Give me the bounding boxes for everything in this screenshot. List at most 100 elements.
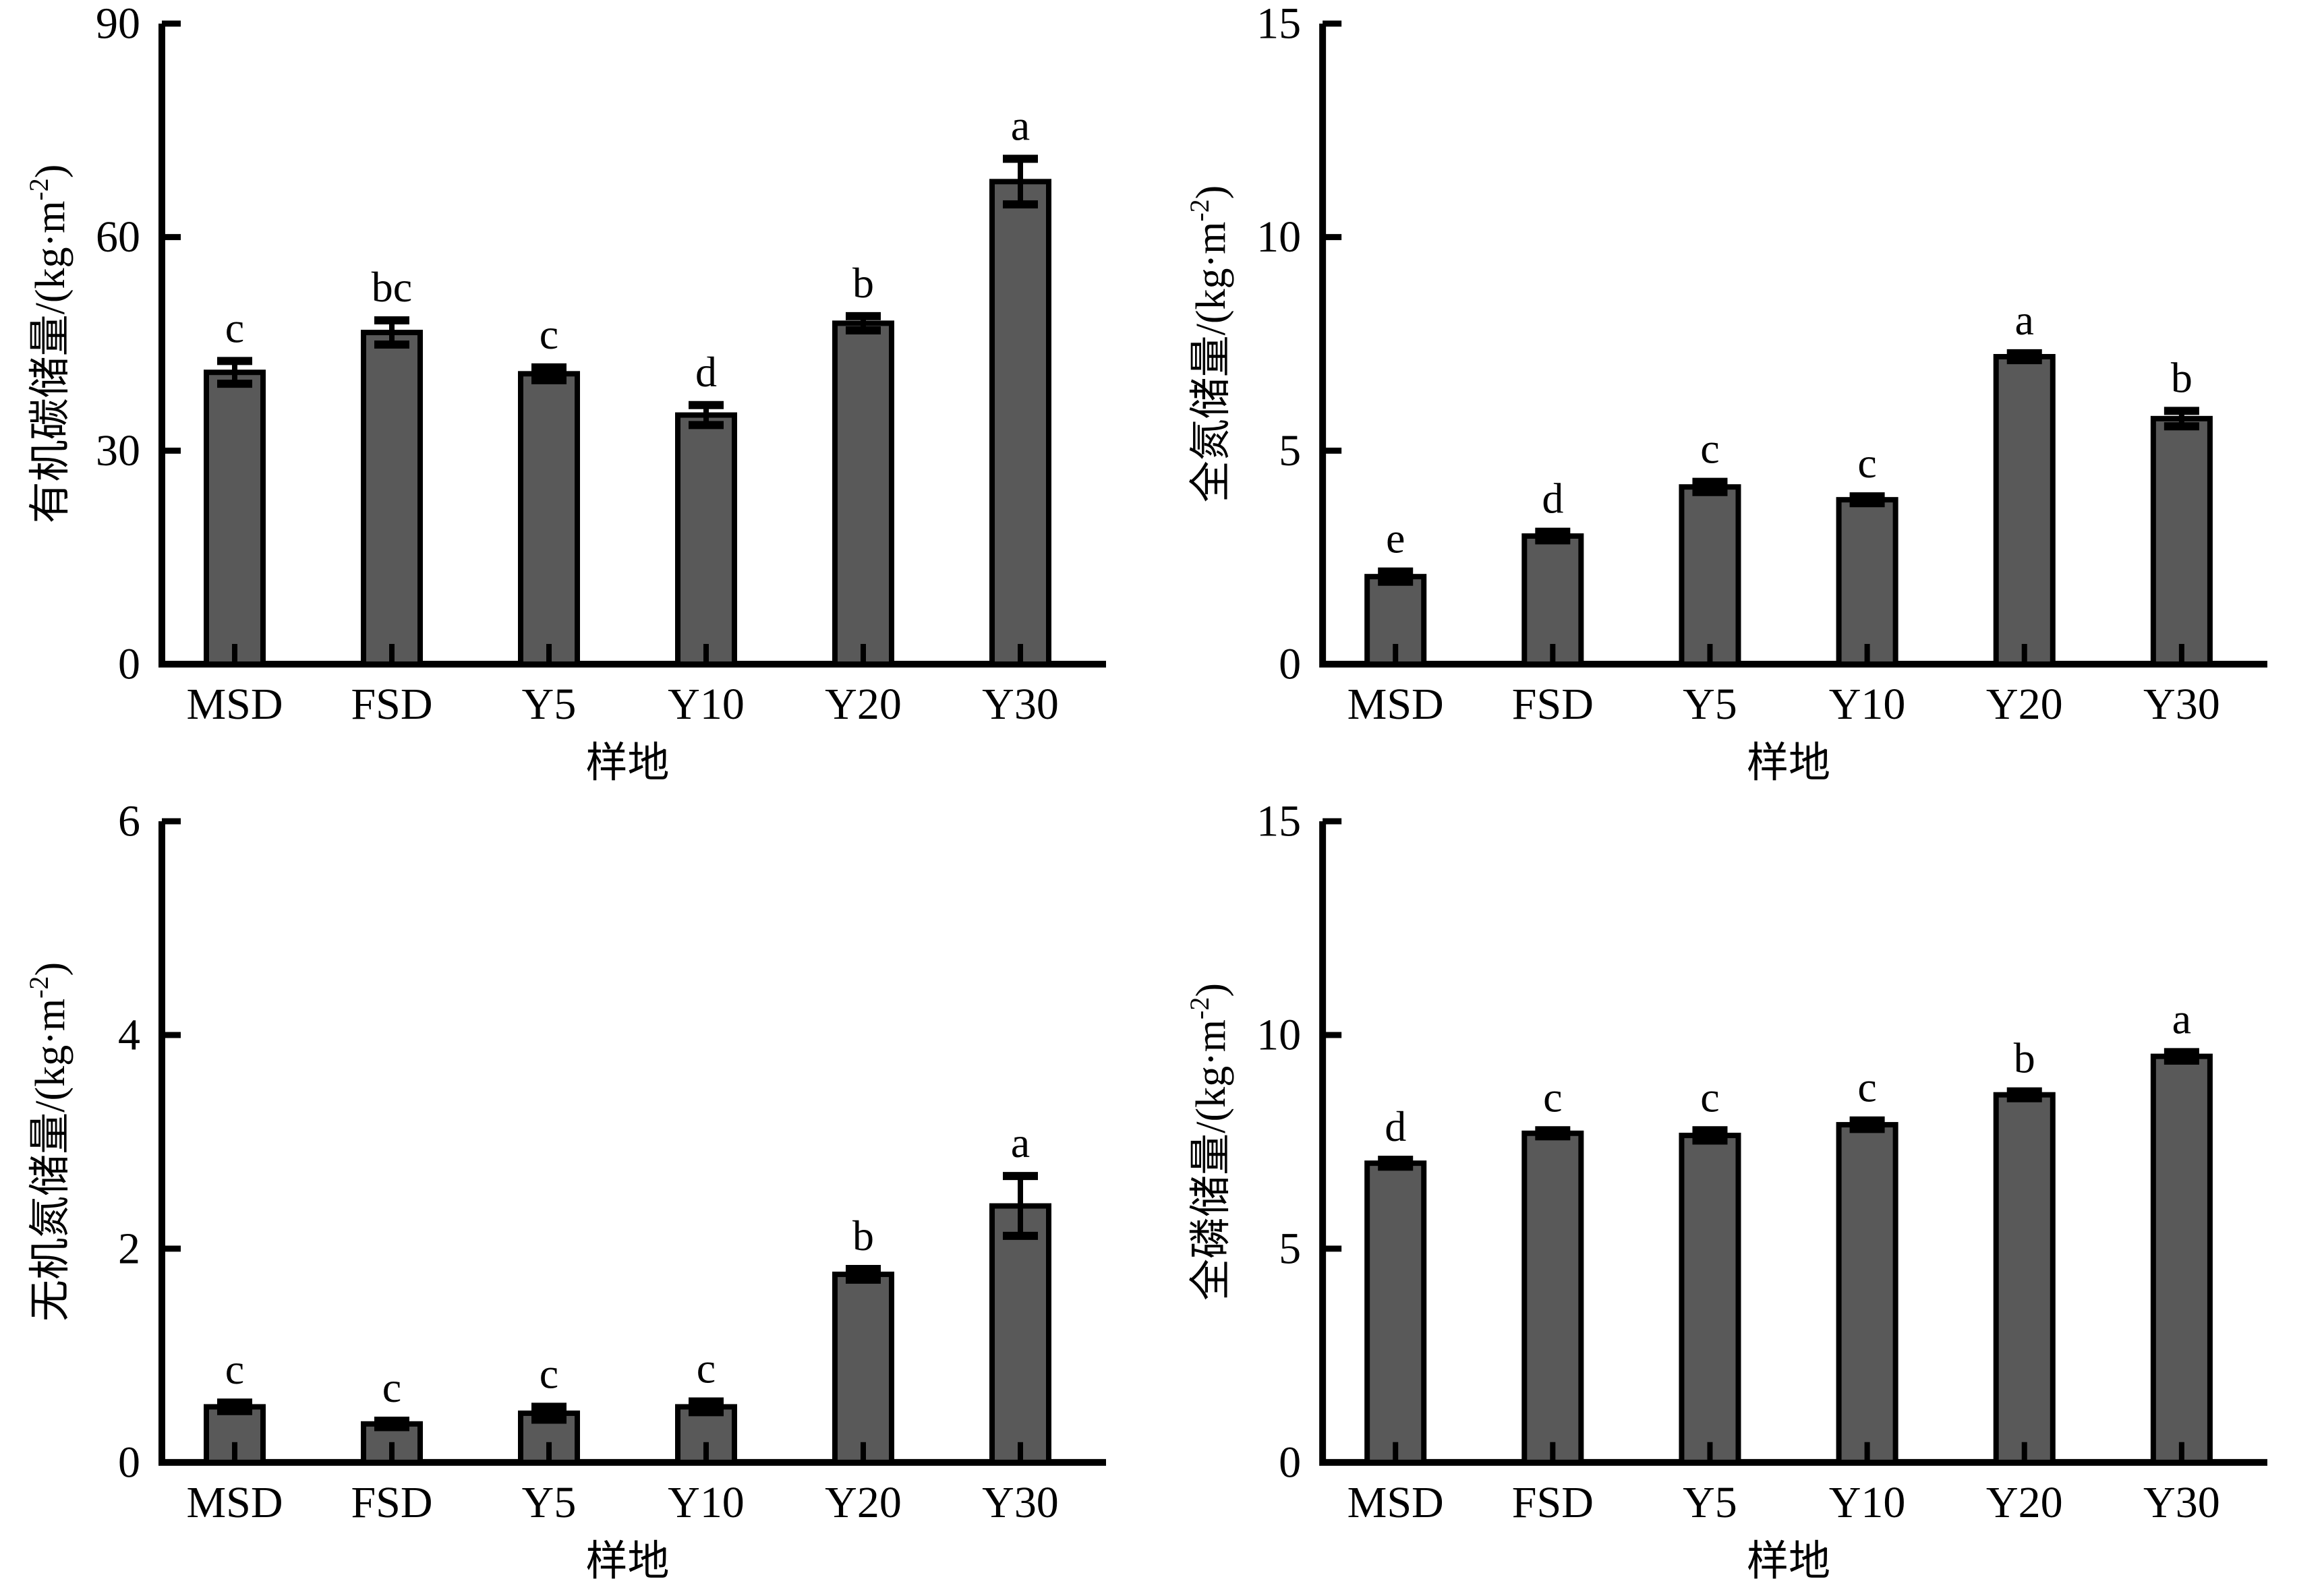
x-tick-label-Y5: Y5 [1683, 680, 1737, 729]
bar-FSD [1521, 533, 1584, 667]
y-tick-label: 6 [118, 798, 140, 846]
sig-letter-MSD: c [225, 1345, 244, 1393]
y-tick-label: 0 [118, 1438, 140, 1487]
bar-Y20 [1993, 354, 2056, 667]
sig-letter-Y30: a [2172, 995, 2191, 1042]
y-tick-label: 0 [1279, 640, 1301, 689]
y-tick-label: 10 [1256, 212, 1301, 262]
x-tick-label-FSD: FSD [351, 680, 432, 729]
bar-Y10 [675, 412, 737, 667]
y-tick-label: 90 [96, 0, 140, 49]
x-tick-label-MSD: MSD [1347, 1478, 1444, 1527]
bar-Y20 [832, 1271, 894, 1465]
x-axis-title: 样地 [1747, 1539, 1830, 1585]
chart-top-left: 0 30 60 90 c bc c d b a MSD FSD Y5 Y10 Y20 Y30 样地 有机碳储量/(… [24, 0, 1106, 786]
bar-MSD [1364, 1160, 1427, 1465]
sig-letter-FSD: c [1543, 1073, 1562, 1121]
x-tick-label-Y30: Y30 [2143, 680, 2220, 729]
axis-spines [1319, 821, 2267, 1466]
x-tick-label-Y10: Y10 [668, 1478, 745, 1527]
y-tick-label: 4 [118, 1010, 140, 1059]
x-tick-label-Y5: Y5 [522, 680, 577, 729]
x-tick-label-MSD: MSD [186, 680, 283, 729]
x-tick-label-FSD: FSD [351, 1478, 432, 1527]
sig-letter-Y10: c [1857, 439, 1876, 487]
bar-Y5 [1679, 1132, 1741, 1465]
axis-spines [1319, 24, 2267, 668]
sig-letter-MSD: c [225, 303, 244, 351]
x-tick-label-Y20: Y20 [825, 1478, 902, 1527]
sig-letter-Y30: a [1011, 102, 1030, 150]
y-axis-title: 全氮储量/(kg·m-2) [1184, 185, 1234, 503]
y-tick-label: 2 [118, 1224, 140, 1273]
x-axis-title: 样地 [586, 1539, 670, 1585]
y-tick-label: 30 [96, 426, 140, 475]
x-tick-label-Y20: Y20 [825, 680, 902, 729]
bar-Y5 [518, 371, 580, 667]
sig-letter-FSD: c [382, 1363, 401, 1411]
y-tick-label: 0 [1279, 1438, 1301, 1487]
chart-panel-top-right: 0 5 10 15 e d c c a b MSD FSD Y5 Y10 Y20 Y30 样地 全氮储量/(kg·… [1161, 0, 2322, 798]
sig-letter-Y10: c [697, 1344, 716, 1392]
bar-Y30 [2150, 1053, 2213, 1465]
y-axis-title: 无机氮储量/(kg·m-2) [24, 962, 74, 1322]
bar-Y30 [989, 1203, 1051, 1465]
sig-letter-Y30: b [2171, 353, 2193, 401]
axis-spines [158, 24, 1106, 668]
x-tick-label-Y10: Y10 [1829, 680, 1906, 729]
sig-letter-FSD: d [1542, 475, 1563, 523]
y-tick-label: 15 [1256, 798, 1301, 846]
x-axis-title: 样地 [1747, 740, 1830, 786]
sig-letter-Y5: c [540, 310, 558, 358]
x-tick-label-Y5: Y5 [1683, 1478, 1737, 1527]
chart-panel-top-left: 0 30 60 90 c bc c d b a MSD FSD Y5 Y10 Y20 Y30 样地 有机碳储量/(… [0, 0, 1161, 798]
bar-Y10 [1836, 497, 1898, 668]
x-tick-label-Y20: Y20 [1986, 1478, 2063, 1527]
x-tick-label-Y10: Y10 [668, 680, 745, 729]
x-axis-title: 样地 [585, 740, 669, 786]
chart-panel-bottom-left: 0 2 4 6 c c c c b a MSD FSD Y5 Y10 Y20 Y30 样地 无机氮储量/(kg·m… [0, 798, 1161, 1596]
x-tick-label-FSD: FSD [1512, 680, 1594, 729]
sig-letter-FSD: bc [372, 263, 412, 311]
sig-letter-Y20: b [852, 1212, 874, 1260]
x-tick-label-Y30: Y30 [2143, 1478, 2220, 1527]
chart-top-right: 0 5 10 15 e d c c a b MSD FSD Y5 Y10 Y20 Y30 样地 全氮储量/(kg·… [1184, 0, 2267, 786]
bar-FSD [361, 330, 423, 667]
sig-letter-Y30: a [1011, 1119, 1030, 1166]
y-tick-label: 60 [96, 212, 140, 262]
x-tick-label-MSD: MSD [186, 1478, 283, 1527]
sig-letter-Y5: c [1700, 425, 1719, 473]
bar-Y30 [2150, 415, 2213, 667]
y-axis-title: 有机碳储量/(kg·m-2) [24, 165, 74, 524]
y-tick-label: 5 [1279, 426, 1301, 475]
bar-Y20 [832, 320, 894, 667]
bar-Y20 [1993, 1092, 2056, 1465]
sig-letter-MSD: e [1386, 514, 1405, 562]
sig-letter-Y10: c [1857, 1063, 1876, 1111]
chart-bottom-left: 0 2 4 6 c c c c b a MSD FSD Y5 Y10 Y20 Y30 样地 无机氮储量/(kg·m… [24, 798, 1106, 1585]
x-tick-label-Y5: Y5 [522, 1478, 577, 1527]
y-tick-label: 0 [118, 640, 140, 689]
sig-letter-Y5: c [540, 1349, 558, 1397]
sig-letter-Y20: b [852, 259, 874, 307]
x-tick-label-Y10: Y10 [1829, 1478, 1906, 1527]
sig-letter-Y20: a [2015, 296, 2034, 344]
x-tick-label-Y30: Y30 [982, 1478, 1059, 1527]
bar-MSD [204, 370, 266, 667]
sig-letter-Y5: c [1700, 1073, 1719, 1121]
sig-letter-Y10: d [695, 348, 717, 396]
sig-letter-MSD: d [1385, 1102, 1406, 1150]
x-tick-label-Y30: Y30 [982, 680, 1059, 729]
bar-Y30 [989, 179, 1051, 668]
axis-spines [158, 821, 1106, 1466]
chart-panel-bottom-right: 0 5 10 15 d c c c b a MSD FSD Y5 Y10 Y20 Y30 样地 全磷储量/(kg·… [1161, 798, 2322, 1596]
bar-Y5 [1679, 484, 1741, 668]
sig-letter-Y20: b [2014, 1034, 2035, 1082]
x-tick-label-Y20: Y20 [1986, 680, 2063, 729]
y-tick-label: 15 [1256, 0, 1301, 48]
x-tick-label-FSD: FSD [1512, 1478, 1594, 1527]
bar-Y10 [1836, 1122, 1898, 1465]
y-tick-label: 10 [1256, 1010, 1301, 1059]
bar-FSD [1521, 1130, 1584, 1465]
